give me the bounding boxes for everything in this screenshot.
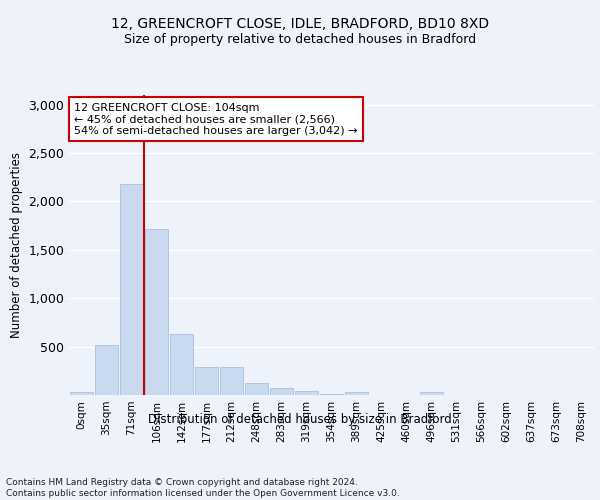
Bar — [170, 334, 193, 395]
Bar — [145, 228, 169, 395]
Text: 12, GREENCROFT CLOSE, IDLE, BRADFORD, BD10 8XD: 12, GREENCROFT CLOSE, IDLE, BRADFORD, BD… — [111, 18, 489, 32]
Bar — [419, 392, 443, 395]
Y-axis label: Number of detached properties: Number of detached properties — [10, 152, 23, 338]
Bar — [70, 392, 94, 395]
Bar — [220, 368, 244, 395]
Bar — [194, 368, 218, 395]
Text: Size of property relative to detached houses in Bradford: Size of property relative to detached ho… — [124, 32, 476, 46]
Bar — [269, 388, 293, 395]
Bar — [295, 391, 319, 395]
Bar — [245, 384, 268, 395]
Text: Contains HM Land Registry data © Crown copyright and database right 2024.
Contai: Contains HM Land Registry data © Crown c… — [6, 478, 400, 498]
Bar — [320, 394, 343, 395]
Text: 12 GREENCROFT CLOSE: 104sqm
← 45% of detached houses are smaller (2,566)
54% of : 12 GREENCROFT CLOSE: 104sqm ← 45% of det… — [74, 102, 358, 136]
Bar — [344, 392, 368, 395]
Bar — [119, 184, 143, 395]
Text: Distribution of detached houses by size in Bradford: Distribution of detached houses by size … — [148, 412, 452, 426]
Bar — [95, 344, 118, 395]
